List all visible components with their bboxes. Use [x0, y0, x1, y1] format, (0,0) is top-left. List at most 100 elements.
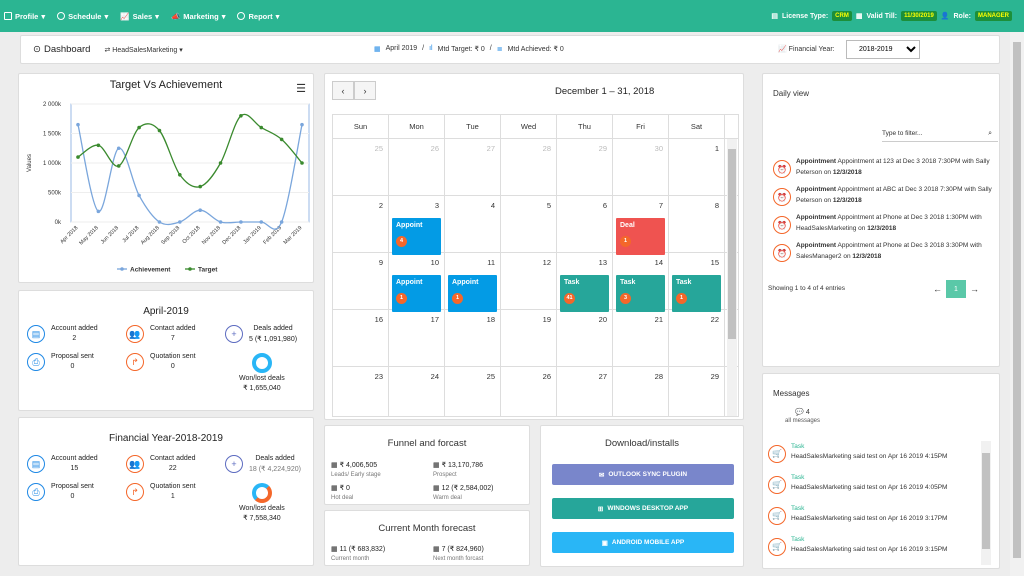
calendar-day[interactable]: 28 [501, 139, 557, 195]
message-count-label: all messages [785, 418, 821, 424]
message-count[interactable]: 💬 4 all messages [785, 408, 820, 424]
hamburger-menu-icon[interactable]: ☰ [296, 83, 306, 95]
calendar-day[interactable]: 16 [333, 310, 389, 366]
calendar-day[interactable]: 18 [445, 310, 501, 366]
calendar-day[interactable]: 26 [501, 367, 557, 416]
calendar-event[interactable]: Appoint 4 [392, 218, 441, 255]
menu-sales[interactable]: 📈 Sales ▾ [120, 11, 159, 21]
funnel-hot: ▦ ₹ 0 Hot deal [331, 484, 353, 501]
calendar-scroll-thumb[interactable] [728, 149, 736, 339]
forecast-panel: Current Month forecast ▦ 11 (₹ 683,832) C… [324, 510, 530, 566]
day-header: Tue [445, 115, 501, 138]
account-label: Account added [51, 455, 98, 462]
outlook-plugin-button[interactable]: ✉ OUTLOOK SYNC PLUGIN [552, 464, 734, 485]
calendar-day[interactable]: 9 [333, 253, 389, 309]
menu-schedule[interactable]: Schedule ▾ [57, 12, 108, 21]
menu-report[interactable]: Report ▾ [237, 12, 279, 21]
calendar-day[interactable]: 27 [445, 139, 501, 195]
calendar-day[interactable]: 10 Appoint 1 [389, 253, 445, 312]
calendar-day[interactable]: 2 [333, 196, 389, 252]
calendar-day[interactable]: 1 [669, 139, 725, 195]
filter-input[interactable]: Type to filter... ⌕ [882, 126, 998, 142]
android-app-button[interactable]: ▣ ANDROID MOBILE APP [552, 532, 734, 553]
event-count-badge: 1 [396, 293, 407, 304]
appointment-item[interactable]: ⏰ Appointment Appointment at Phone at Dec… [773, 240, 997, 262]
april-proposal-stat: ⎙ Proposal sent 0 [27, 353, 94, 371]
calendar-day[interactable]: 12 [501, 253, 557, 309]
calendar-day[interactable]: 29 [669, 367, 725, 416]
cart-icon: 🛒 [768, 445, 786, 463]
calendar-event[interactable]: Appoint 1 [448, 275, 497, 312]
calendar-event[interactable]: Task 41 [560, 275, 609, 312]
event-count-badge: 41 [564, 293, 575, 304]
calendar-day[interactable]: 13 Task 41 [557, 253, 613, 312]
appointment-item[interactable]: ⏰ Appointment Appointment at 123 at Dec 3… [773, 156, 997, 178]
calendar-day[interactable]: 28 [613, 367, 669, 416]
message-body: HeadSalesMarketing said test on Apr 16 2… [791, 484, 948, 491]
calendar-event[interactable]: Deal 1 [616, 218, 665, 255]
calendar-day[interactable]: 29 [557, 139, 613, 195]
menu-profile[interactable]: Profile ▾ [4, 12, 45, 21]
calendar-day[interactable]: 14 Task 3 [613, 253, 669, 312]
windows-app-button[interactable]: ⊞ WINDOWS DESKTOP APP [552, 498, 734, 519]
calendar-day[interactable]: 8 [669, 196, 725, 252]
calendar-day[interactable]: 3 Appoint 4 [389, 196, 445, 255]
license-info: ▤ License Type: CRM ▦ Valid Till: 11/30/… [771, 11, 1020, 21]
messages-scroll-thumb[interactable] [982, 453, 990, 549]
calendar-day[interactable]: 24 [389, 367, 445, 416]
menu-marketing[interactable]: 📣 Marketing ▾ [170, 11, 226, 21]
calendar-day[interactable]: 25 [445, 367, 501, 416]
page-button[interactable]: 1 [946, 280, 966, 298]
dashboard-link[interactable]: ⊙ Dashboard [33, 44, 90, 55]
message-item[interactable]: 🛒 Task HeadSalesMarketing said test on Apr… [768, 504, 983, 525]
fy-select[interactable]: 2018-2019 [846, 40, 920, 59]
data-point-target [218, 161, 223, 165]
message-item[interactable]: 🛒 Task HeadSalesMarketing said test on Apr… [768, 535, 983, 556]
appointment-item[interactable]: ⏰ Appointment Appointment at Phone at Dec… [773, 212, 997, 234]
warm-label: Warm deal [433, 495, 462, 501]
calendar-day[interactable]: 4 [445, 196, 501, 252]
calendar-day[interactable]: 19 [501, 310, 557, 366]
calendar-day[interactable]: 7 Deal 1 [613, 196, 669, 255]
dashboard-icon: ⊙ [33, 44, 41, 55]
calendar-day[interactable]: 15 Task 1 [669, 253, 725, 312]
prev-page-arrow-icon[interactable]: ← [933, 284, 942, 294]
calendar-scrollbar[interactable] [727, 139, 737, 416]
calendar-day[interactable]: 26 [389, 139, 445, 195]
team-dropdown[interactable]: ⇄ HeadSalesMarketing ▾ [104, 46, 183, 54]
calendar-event[interactable]: Appoint 1 [392, 275, 441, 312]
calendar-day[interactable]: 17 [389, 310, 445, 366]
calendar-day[interactable]: 11 Appoint 1 [445, 253, 501, 312]
next-month-button[interactable]: › [354, 81, 376, 100]
legend-label: Achievement [130, 267, 171, 274]
target-vs-achievement-panel: Target Vs Achievement ☰ 0k 500k 1 000k 1 50… [18, 73, 314, 283]
chart-title: Target Vs Achievement [109, 79, 223, 91]
messages-scrollbar[interactable] [981, 441, 991, 565]
calendar-day[interactable]: 25 [333, 139, 389, 195]
calendar-day[interactable]: 6 [557, 196, 613, 252]
calendar-event[interactable]: Task 1 [672, 275, 721, 312]
message-item[interactable]: 🛒 Task HeadSalesMarketing said test on Apr… [768, 442, 983, 463]
page-scrollbar[interactable] [1010, 32, 1024, 576]
calendar-day[interactable]: 5 [501, 196, 557, 252]
day-number: 10 [430, 258, 439, 267]
day-number: 30 [654, 144, 663, 153]
message-item[interactable]: 🛒 Task HeadSalesMarketing said test on Apr… [768, 473, 983, 494]
prev-month-button[interactable]: ‹ [332, 81, 354, 100]
appointment-item[interactable]: ⏰ Appointment Appointment at ABC at Dec 3… [773, 184, 997, 206]
calendar-day[interactable]: 27 [557, 367, 613, 416]
data-point-target [198, 184, 202, 189]
page-scroll-thumb[interactable] [1013, 42, 1021, 558]
message-title: Task [791, 474, 805, 481]
calendar-day[interactable]: 21 [613, 310, 669, 366]
calendar-day[interactable]: 30 [613, 139, 669, 195]
calendar-day[interactable]: 22 [669, 310, 725, 366]
next-page-arrow-icon[interactable]: → [970, 284, 979, 294]
calendar-day[interactable]: 23 [333, 367, 389, 416]
calendar-day[interactable]: 20 [557, 310, 613, 366]
report-icon [237, 12, 246, 20]
calendar-event[interactable]: Task 3 [616, 275, 665, 312]
x-tick-label: Nov 2018 [201, 225, 222, 246]
menu-sales-label: Sales [132, 11, 153, 21]
day-number: 4 [490, 201, 495, 210]
